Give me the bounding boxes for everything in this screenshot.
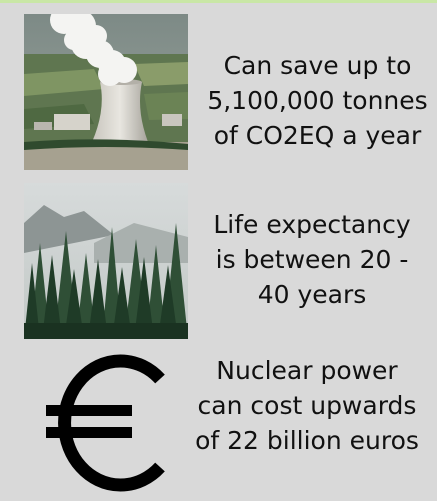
fact-row-life-expectancy: Life expectancy is between 20 - 40 years xyxy=(0,175,437,345)
co2-savings-caption: Can save up to 5,100,000 tonnes of CO2EQ… xyxy=(205,48,430,153)
pine-forest-photo xyxy=(24,183,188,339)
fact-row-co2: Can save up to 5,100,000 tonnes of CO2EQ… xyxy=(0,0,437,175)
caption-line: of 22 billion euros xyxy=(195,426,419,455)
life-expectancy-caption: Life expectancy is between 20 - 40 years xyxy=(212,207,412,312)
euro-icon xyxy=(42,353,172,493)
caption-line: 5,100,000 tonnes xyxy=(207,86,428,115)
caption-line: can cost upwards xyxy=(197,391,417,420)
caption-line: Nuclear power xyxy=(216,356,398,385)
caption-line: of CO2EQ a year xyxy=(213,121,422,150)
nuclear-cooling-tower-photo xyxy=(24,14,188,170)
cost-caption: Nuclear power can cost upwards of 22 bil… xyxy=(189,353,425,458)
caption-line: 40 years xyxy=(257,280,367,309)
caption-line: is between 20 - xyxy=(215,245,409,274)
top-accent-strip xyxy=(0,0,437,3)
caption-line: Can save up to xyxy=(223,51,412,80)
caption-line: Life expectancy xyxy=(213,210,411,239)
fact-row-cost: Nuclear power can cost upwards of 22 bil… xyxy=(0,345,437,501)
